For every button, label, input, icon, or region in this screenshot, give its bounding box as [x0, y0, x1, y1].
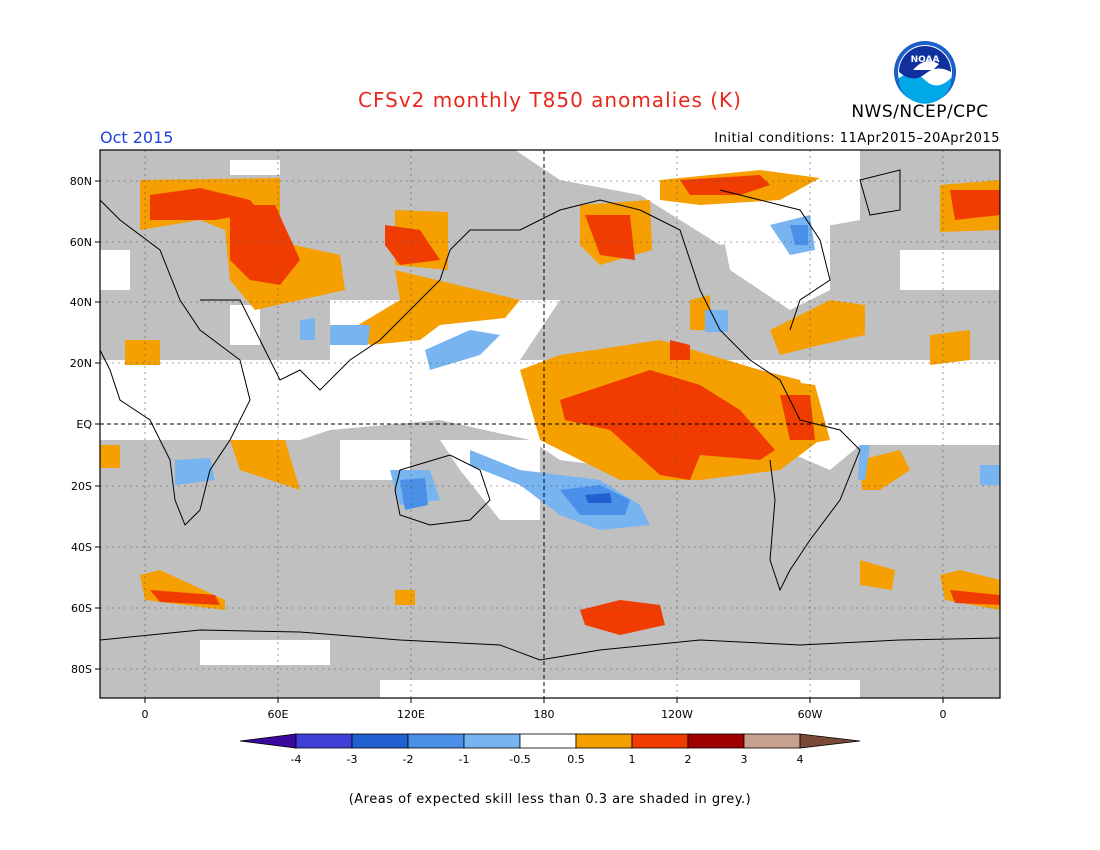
colorbar-cell — [575, 733, 633, 749]
colorbar-label: -4 — [291, 753, 302, 766]
lat-label: 80S — [71, 663, 92, 676]
lat-label: 40N — [70, 296, 92, 309]
noaa-logo-text: NOAA — [910, 55, 940, 65]
colorbar-label: 4 — [797, 753, 804, 766]
lon-label: 0 — [940, 708, 947, 721]
colorbar-label: 3 — [741, 753, 748, 766]
lon-label: 0 — [142, 708, 149, 721]
colorbar-cell — [799, 733, 861, 749]
colorbar-label: 0.5 — [567, 753, 585, 766]
colorbar-label: -0.5 — [509, 753, 530, 766]
colorbar-cell — [631, 733, 689, 749]
colorbar — [239, 733, 861, 749]
lon-label: 60E — [268, 708, 289, 721]
colorbar-label: -1 — [459, 753, 470, 766]
lat-label: 20S — [71, 480, 92, 493]
lon-label: 180 — [534, 708, 555, 721]
agency-label: NWS/NCEP/CPC — [851, 102, 989, 122]
map-title: CFSv2 monthly T850 anomalies (K) — [358, 88, 742, 112]
axis-ticks — [95, 180, 944, 703]
coastlines — [100, 169, 1000, 661]
initial-conditions: Initial conditions: 11Apr2015–20Apr2015 — [714, 131, 1000, 146]
graticule — [100, 150, 1000, 698]
lat-label: 60S — [71, 602, 92, 615]
positive-anomaly-strong — [150, 175, 1000, 635]
lat-label: 60N — [70, 236, 92, 249]
colorbar-label: 2 — [685, 753, 692, 766]
colorbar-cell — [407, 733, 465, 749]
negative-anomaly-strong — [585, 493, 612, 503]
colorbar-cell — [463, 733, 521, 749]
lon-label: 120E — [397, 708, 425, 721]
colorbar-cell — [239, 733, 297, 749]
noaa-logo: NOAA — [893, 40, 957, 104]
valid-month: Oct 2015 — [100, 128, 174, 147]
colorbar-cell — [295, 733, 353, 749]
colorbar-label: 1 — [629, 753, 636, 766]
colorbar-cell — [519, 733, 577, 749]
colorbar-cell — [351, 733, 409, 749]
lon-label: 60W — [798, 708, 823, 721]
colorbar-cell — [743, 733, 801, 749]
skill-footnote: (Areas of expected skill less than 0.3 a… — [348, 792, 752, 807]
colorbar-label: -3 — [347, 753, 358, 766]
lat-label: EQ — [76, 418, 92, 431]
lat-label: 80N — [70, 175, 92, 188]
equator-dateline — [100, 150, 1000, 698]
colorbar-label: -2 — [403, 753, 414, 766]
lon-label: 120W — [661, 708, 693, 721]
lat-label: 20N — [70, 357, 92, 370]
lat-label: 40S — [71, 541, 92, 554]
colorbar-cell — [687, 733, 745, 749]
